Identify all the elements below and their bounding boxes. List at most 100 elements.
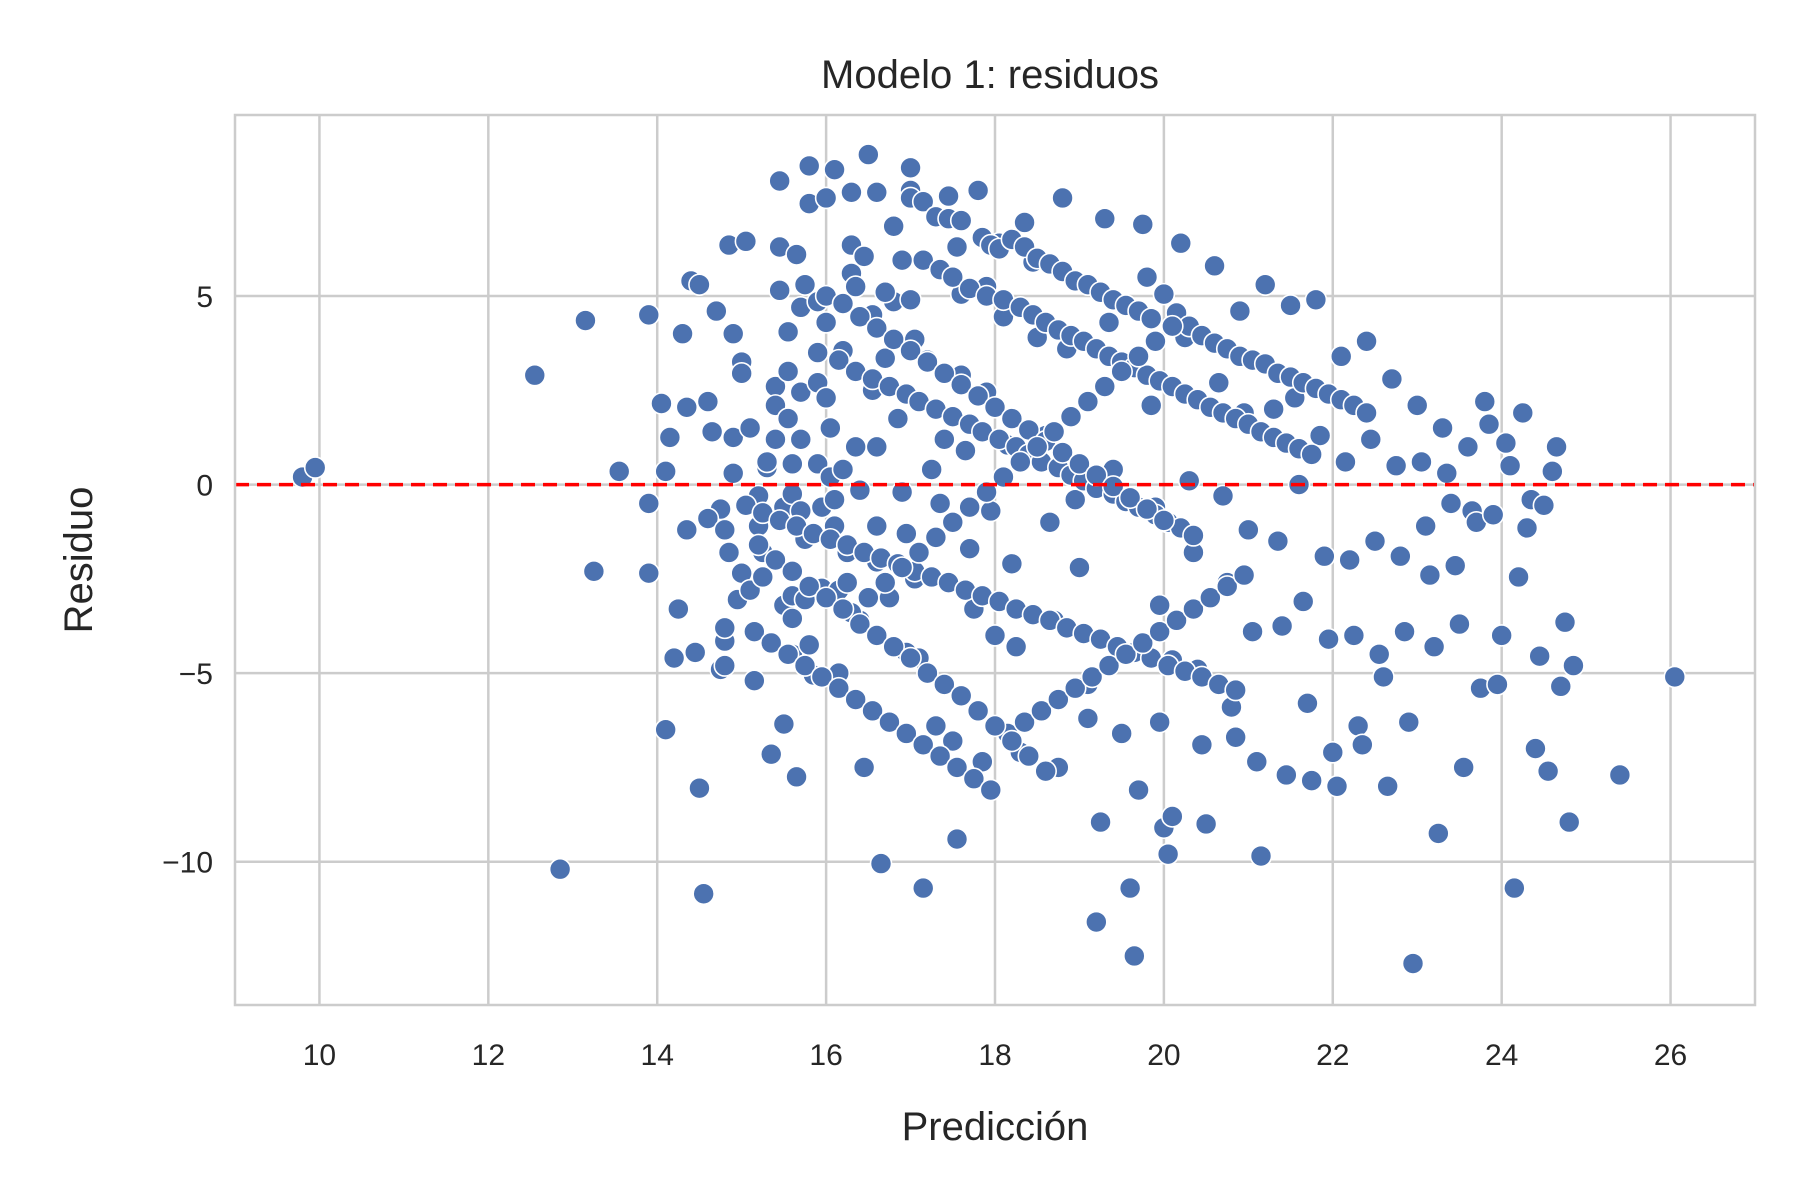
data-point xyxy=(1503,876,1526,900)
data-point xyxy=(1152,509,1176,532)
data-point xyxy=(865,316,889,340)
data-point xyxy=(1076,390,1100,413)
data-point xyxy=(865,624,889,647)
data-point xyxy=(713,616,737,640)
data-point xyxy=(1456,435,1480,459)
data-point xyxy=(1532,494,1556,517)
data-point xyxy=(1380,367,1404,391)
plot-frame xyxy=(233,113,1757,1007)
data-point xyxy=(1101,475,1125,498)
data-point xyxy=(1490,624,1513,647)
data-point xyxy=(827,348,851,372)
data-point xyxy=(1608,763,1632,787)
data-point xyxy=(781,452,804,476)
data-point xyxy=(1038,510,1062,534)
data-point xyxy=(755,450,779,474)
data-point xyxy=(949,684,973,708)
data-point xyxy=(1017,744,1041,768)
data-point xyxy=(1549,675,1573,698)
data-point xyxy=(1338,548,1361,572)
data-point xyxy=(882,214,905,238)
data-point xyxy=(721,426,745,449)
data-point xyxy=(662,646,686,670)
data-point xyxy=(743,669,766,692)
data-point xyxy=(823,488,846,511)
data-point xyxy=(1393,620,1416,643)
y-axis-label: Residuo xyxy=(57,487,101,634)
data-point xyxy=(1279,294,1302,317)
data-point xyxy=(637,492,661,515)
data-point xyxy=(814,386,838,410)
data-point xyxy=(797,575,821,598)
data-point xyxy=(966,179,990,202)
data-point xyxy=(916,350,939,374)
data-point xyxy=(1418,563,1442,587)
data-point xyxy=(844,435,867,459)
data-point xyxy=(1161,314,1184,338)
data-point xyxy=(793,654,817,677)
data-point xyxy=(1241,620,1264,643)
data-point xyxy=(975,480,998,504)
data-point xyxy=(1169,231,1193,255)
data-point xyxy=(983,395,1007,419)
data-point xyxy=(730,362,753,385)
data-point xyxy=(899,156,922,180)
data-point xyxy=(675,518,699,542)
data-point xyxy=(1494,431,1518,455)
data-point xyxy=(574,309,597,332)
data-point xyxy=(1000,729,1024,753)
data-point xyxy=(899,646,922,670)
data-point xyxy=(1093,207,1117,231)
data-point xyxy=(1427,822,1450,845)
data-point xyxy=(1118,486,1142,510)
data-point xyxy=(899,339,922,362)
y-tick-label: −10 xyxy=(162,847,213,880)
data-point xyxy=(1414,514,1437,538)
x-axis-label: Predicción xyxy=(902,1105,1089,1149)
y-tick-label: −5 xyxy=(179,658,213,691)
data-point xyxy=(1097,311,1121,334)
data-point xyxy=(966,699,990,723)
data-point xyxy=(1308,424,1332,447)
data-point xyxy=(928,744,952,768)
data-point xyxy=(1249,844,1273,868)
data-point xyxy=(721,322,745,346)
data-point xyxy=(861,699,884,723)
data-point xyxy=(848,612,872,636)
data-point xyxy=(1068,556,1091,579)
data-point xyxy=(797,154,821,178)
data-point xyxy=(1004,635,1028,659)
data-point xyxy=(895,722,918,745)
x-ticks: 10 12 14 16 18 20 22 24 26 xyxy=(303,1039,1687,1072)
data-point xyxy=(721,461,745,485)
data-point xyxy=(1300,769,1323,792)
data-point xyxy=(924,526,948,549)
x-tick-label: 12 xyxy=(472,1039,505,1072)
data-point xyxy=(1093,375,1117,398)
data-point xyxy=(1207,371,1231,395)
data-point xyxy=(1025,435,1049,459)
data-point xyxy=(962,767,986,791)
data-point xyxy=(1190,733,1214,757)
data-point xyxy=(1452,756,1475,779)
x-tick-label: 24 xyxy=(1485,1039,1518,1072)
data-point xyxy=(1177,469,1201,493)
data-point xyxy=(890,480,914,504)
data-point xyxy=(1541,460,1564,483)
data-point xyxy=(949,373,973,396)
data-point xyxy=(1355,329,1378,353)
data-point xyxy=(806,341,829,364)
x-tick-label: 16 xyxy=(809,1039,842,1072)
data-point xyxy=(776,360,800,383)
data-point xyxy=(1063,676,1087,700)
data-point xyxy=(1076,707,1100,730)
data-point xyxy=(1182,597,1205,621)
data-point xyxy=(1131,213,1155,236)
data-point xyxy=(548,857,572,881)
data-point xyxy=(954,439,977,462)
data-point xyxy=(776,320,800,344)
data-point xyxy=(776,407,800,430)
data-point xyxy=(882,328,905,351)
data-point xyxy=(1148,593,1171,617)
data-point xyxy=(949,209,973,232)
